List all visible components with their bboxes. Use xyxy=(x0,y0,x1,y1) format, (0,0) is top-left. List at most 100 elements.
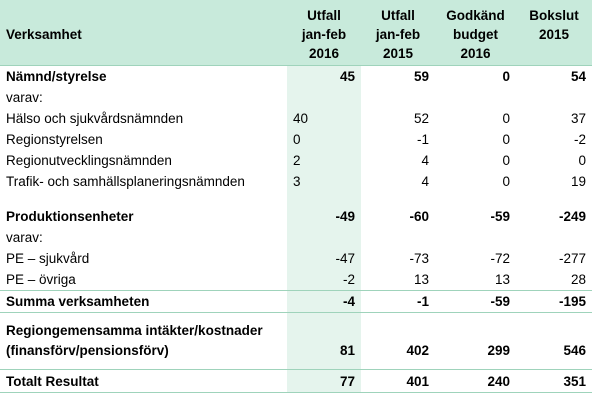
cell-value: 240 xyxy=(435,369,516,393)
spacer-row xyxy=(0,363,592,370)
cell-value: -47 xyxy=(287,248,361,269)
empty-cell xyxy=(516,87,592,108)
table-row: Nämnd/styrelse 45 59 0 54 xyxy=(0,65,592,87)
cell-value: -49 xyxy=(287,206,361,227)
empty-cell xyxy=(361,192,435,206)
empty-cell xyxy=(435,192,516,206)
header-budget-2016: Godkänd budget 2016 xyxy=(435,0,516,66)
header-bokslut-2015: Bokslut 2015 xyxy=(516,0,592,66)
table-row: Trafik- och samhällsplaneringsnämnden 3 … xyxy=(0,171,592,192)
cell-value: 546 xyxy=(563,343,586,358)
cell-value: 52 xyxy=(413,111,429,126)
empty-cell xyxy=(287,312,361,319)
table-row: varav: xyxy=(0,87,592,108)
cell-value: 0 xyxy=(502,153,510,168)
row-label: Regionstyrelsen xyxy=(6,132,103,147)
header-text: 2015 xyxy=(538,27,570,42)
header-text: budget xyxy=(453,27,498,42)
empty-cell xyxy=(516,227,592,248)
header-utfall-2016: Utfall jan-feb 2016 xyxy=(287,0,361,66)
cell-value: -195 xyxy=(516,290,592,313)
table-row: Regiongemensamma intäkter/kostnader (fin… xyxy=(0,319,592,363)
table-row: PE – sjukvård -47 -73 -72 -277 xyxy=(0,248,592,269)
row-label: PE – sjukvård xyxy=(6,251,90,266)
row-label-line: (finansförv/pensionsförv) xyxy=(6,343,169,358)
cell-value: 0 xyxy=(502,69,510,84)
cell-value: 13 xyxy=(413,272,429,287)
cell-value: 401 xyxy=(361,369,435,393)
cell-value: -277 xyxy=(558,251,586,266)
header-row: Verksamhet Utfall jan-feb 2016 Utfall ja… xyxy=(0,0,592,66)
cell-value: 45 xyxy=(287,65,361,87)
cell-value: -1 xyxy=(361,290,435,313)
cell-value: 0 xyxy=(502,174,510,189)
cell-value: 351 xyxy=(516,369,592,393)
row-label: Summa verksamheten xyxy=(0,290,287,313)
table-row: Produktionsenheter -49 -60 -59 -249 xyxy=(0,206,592,227)
header-text: jan-feb xyxy=(375,27,421,42)
empty-cell xyxy=(287,87,361,108)
cell-value: 40 xyxy=(287,108,361,129)
table-row-total: Totalt Resultat 77 401 240 351 xyxy=(0,369,592,393)
cell-value: 4 xyxy=(421,174,429,189)
cell-value: 2 xyxy=(287,150,361,171)
cell-value: 13 xyxy=(494,272,510,287)
row-label: PE – övriga xyxy=(6,272,76,287)
table-row: Summa verksamheten -4 -1 -59 -195 xyxy=(0,290,592,313)
cell-value: -73 xyxy=(409,251,429,266)
cell-value: 402 xyxy=(406,343,429,358)
row-label-line: Regiongemensamma intäkter/kostnader xyxy=(6,323,263,338)
cell-value: 0 xyxy=(502,111,510,126)
header-text: Godkänd xyxy=(446,8,505,23)
row-label: Hälso och sjukvårdsnämnden xyxy=(6,111,184,126)
row-label: Produktionsenheter xyxy=(6,209,134,224)
cell-value: -2 xyxy=(287,269,361,291)
row-label: varav: xyxy=(6,90,43,105)
cell-value: 54 xyxy=(570,69,586,84)
row-label: Trafik- och samhällsplaneringsnämnden xyxy=(6,174,245,189)
header-text: 2015 xyxy=(382,46,414,61)
header-text: 2016 xyxy=(308,46,340,61)
empty-cell xyxy=(361,227,435,248)
result-table: Verksamhet Utfall jan-feb 2016 Utfall ja… xyxy=(0,0,592,393)
cell-value: 299 xyxy=(487,343,510,358)
cell-value: 4 xyxy=(421,153,429,168)
empty-cell xyxy=(361,87,435,108)
header-verksamhet: Verksamhet xyxy=(0,0,287,66)
empty-cell xyxy=(435,227,516,248)
cell-value: -59 xyxy=(435,290,516,313)
empty-cell xyxy=(287,192,361,206)
table-row: Regionstyrelsen 0 -1 0 -2 xyxy=(0,129,592,150)
cell-value: -59 xyxy=(490,209,510,224)
header-text: 2016 xyxy=(460,46,491,61)
table-row: varav: xyxy=(0,227,592,248)
table-row: Hälso och sjukvårdsnämnden 40 52 0 37 xyxy=(0,108,592,129)
cell-value: -72 xyxy=(490,251,510,266)
cell-value: 3 xyxy=(287,171,361,192)
table-row: Regionutvecklingsnämnden 2 4 0 0 xyxy=(0,150,592,171)
cell-value: -1 xyxy=(416,132,429,147)
header-text: Utfall xyxy=(307,8,341,23)
header-text: Bokslut xyxy=(529,8,579,23)
cell-value: -4 xyxy=(287,290,361,313)
table-row: PE – övriga -2 13 13 28 xyxy=(0,269,592,291)
empty-cell xyxy=(287,363,361,370)
empty-cell xyxy=(435,87,516,108)
cell-value: 81 xyxy=(287,319,361,363)
cell-value: -249 xyxy=(558,209,586,224)
row-label: Nämnd/styrelse xyxy=(6,69,107,84)
empty-cell xyxy=(516,192,592,206)
cell-value: 0 xyxy=(578,153,586,168)
row-label: Regionutvecklingsnämnden xyxy=(6,153,172,168)
row-label: varav: xyxy=(6,230,43,245)
cell-value: 0 xyxy=(502,132,510,147)
spacer-row xyxy=(0,192,592,206)
cell-value: -2 xyxy=(573,132,586,147)
cell-value: 77 xyxy=(287,369,361,393)
spacer-row xyxy=(0,312,592,319)
cell-value: 28 xyxy=(570,272,586,287)
empty-cell xyxy=(287,227,361,248)
cell-value: 59 xyxy=(413,69,429,84)
cell-value: 19 xyxy=(570,174,586,189)
